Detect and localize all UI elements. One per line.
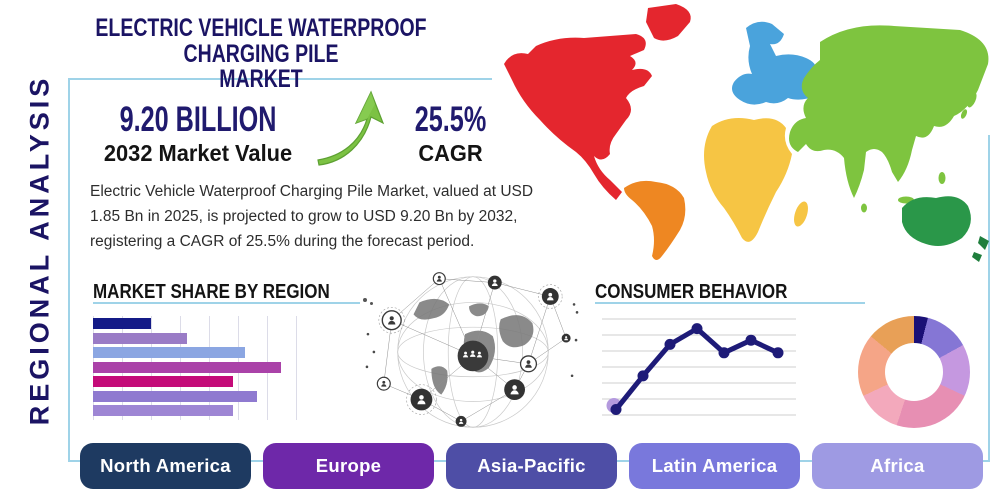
market-value-label: 2032 Market Value xyxy=(103,140,293,166)
market-description: Electric Vehicle Waterproof Charging Pil… xyxy=(90,183,534,250)
line-chart-point-6 xyxy=(772,347,784,359)
map-philippines xyxy=(938,172,946,184)
decorative-dot xyxy=(370,302,373,305)
market-share-underline xyxy=(93,302,360,304)
page-title: ELECTRIC VEHICLE WATERPROOF CHARGING PIL… xyxy=(69,14,453,93)
line-chart-point-0 xyxy=(610,404,622,415)
market-share-bar-2 xyxy=(93,347,245,358)
market-share-heading: MARKET SHARE BY REGION xyxy=(93,281,330,303)
map-europe xyxy=(732,21,820,105)
market-share-bar-0 xyxy=(93,318,151,329)
region-button-latin-america[interactable]: Latin America xyxy=(629,443,800,489)
consumer-behavior-line-chart xyxy=(602,318,796,416)
map-australia xyxy=(902,196,971,246)
map-greenland xyxy=(646,4,691,41)
line-chart-point-4 xyxy=(718,347,730,359)
line-chart-point-1 xyxy=(637,370,649,382)
market-share-bar-4 xyxy=(93,376,233,387)
line-chart-point-3 xyxy=(691,323,703,335)
region-button-africa[interactable]: Africa xyxy=(812,443,983,489)
region-button-north-america[interactable]: North America xyxy=(80,443,251,489)
map-new-zealand-north xyxy=(978,236,989,250)
map-new-zealand-south xyxy=(972,252,982,262)
map-north-america xyxy=(504,34,652,200)
market-value-number: 9.20 BILLION xyxy=(119,100,277,139)
world-map xyxy=(504,4,989,262)
panel-border-left xyxy=(68,78,70,462)
network-nodes xyxy=(376,272,571,427)
region-button-europe[interactable]: Europe xyxy=(263,443,434,489)
donut-chart-hole xyxy=(885,343,943,401)
map-sri-lanka xyxy=(861,203,867,213)
global-network-illustration xyxy=(365,272,579,428)
growth-arrow-icon xyxy=(317,90,385,166)
market-value-stat: 9.20 BILLION 2032 Market Value xyxy=(78,100,318,167)
cagr-stat: 25.5% CAGR xyxy=(393,100,508,167)
decorative-dot xyxy=(363,298,367,302)
consumer-behavior-heading: CONSUMER BEHAVIOR xyxy=(595,281,788,303)
map-asia xyxy=(789,25,989,199)
consumer-behavior-underline xyxy=(595,302,865,304)
map-africa xyxy=(704,118,792,242)
market-share-bar-1 xyxy=(93,332,187,344)
market-share-bar-3 xyxy=(93,361,281,373)
line-chart-point-2 xyxy=(664,338,676,350)
map-japan-2 xyxy=(960,109,968,119)
cagr-label: CAGR xyxy=(418,140,483,166)
cagr-number: 25.5% xyxy=(414,100,487,139)
sidebar-vertical-label: REGIONAL ANALYSIS xyxy=(24,74,55,426)
donut-chart xyxy=(858,316,970,428)
region-buttons: North America Europe Asia-Pacific Latin Ame… xyxy=(80,443,983,489)
map-madagascar xyxy=(794,201,808,227)
panel-border-top xyxy=(68,78,492,80)
market-share-bar-5 xyxy=(93,390,257,402)
page-title-line1: ELECTRIC VEHICLE WATERPROOF CHARGING PIL… xyxy=(95,14,427,68)
map-south-america xyxy=(624,180,686,260)
bar-chart-gridline xyxy=(296,316,297,420)
market-share-bar-chart xyxy=(93,316,319,420)
market-share-bar-6 xyxy=(93,405,233,416)
map-japan-1 xyxy=(967,92,977,108)
region-button-asia-pacific[interactable]: Asia-Pacific xyxy=(446,443,617,489)
panel-border-right xyxy=(988,135,990,462)
line-chart-point-5 xyxy=(745,334,757,346)
page-title-line2: MARKET xyxy=(219,65,303,93)
